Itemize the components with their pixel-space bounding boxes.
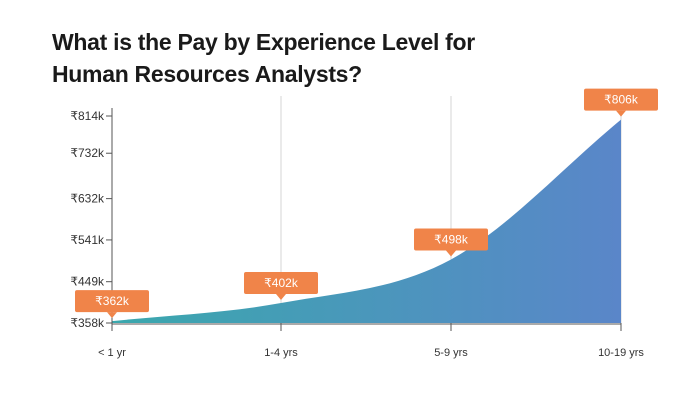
chart-title-line-2: Human Resources Analysts? [52,61,362,87]
area-layer [112,119,621,323]
data-label-0: ₹362k [75,290,149,319]
y-tick-label-4: ₹732k [70,146,105,160]
data-labels: ₹362k ₹402k ₹498k ₹806k [75,88,658,319]
data-label-text-1: ₹402k [264,276,299,290]
data-label-text-2: ₹498k [434,232,469,246]
chart-title-line-1: What is the Pay by Experience Level for [52,29,475,55]
salary-area [112,119,621,323]
y-tick-label-2: ₹541k [70,233,105,247]
chart-title: What is the Pay by Experience Level for … [52,26,522,90]
x-tick-label-2: 5-9 yrs [434,347,468,359]
axes: ₹358k ₹449k ₹541k ₹632k ₹732k ₹814k < 1 yr 1-4 … [70,108,644,359]
data-label-box-3 [584,88,658,111]
y-tick-label-3: ₹632k [70,192,105,206]
data-label-text-0: ₹362k [95,294,130,308]
data-label-box-1 [244,272,318,295]
data-label-1: ₹402k [244,272,318,301]
data-label-2: ₹498k [414,228,488,257]
data-label-pointer-1 [276,294,286,301]
data-label-pointer-3 [616,110,626,117]
x-tick-label-3: 10-19 yrs [598,347,644,359]
x-tick-label-0: < 1 yr [98,347,126,359]
data-label-pointer-2 [446,250,456,257]
y-tick-label-1: ₹449k [70,275,105,289]
data-label-box-0 [75,290,149,313]
data-label-box-2 [414,228,488,251]
y-tick-label-5: ₹814k [70,109,105,123]
data-label-3: ₹806k [584,88,658,117]
data-label-text-3: ₹806k [604,93,639,107]
x-tick-label-1: 1-4 yrs [264,347,298,359]
y-tick-label-0: ₹358k [70,316,105,330]
data-label-pointer-0 [107,312,117,319]
